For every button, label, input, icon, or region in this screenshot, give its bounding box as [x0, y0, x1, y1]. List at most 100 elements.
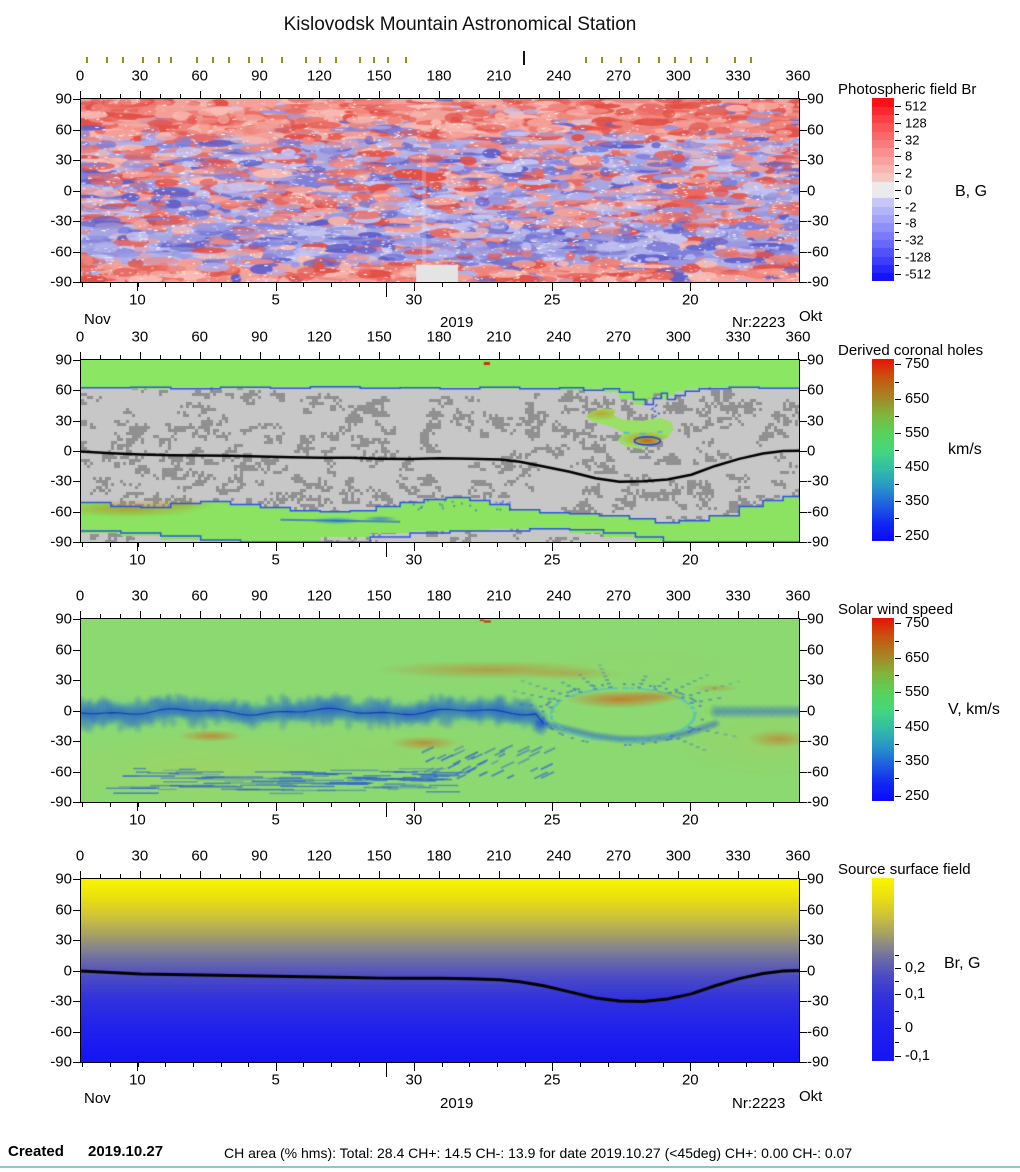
date-label: 25 — [543, 551, 561, 569]
photospheric-field-map — [80, 98, 800, 283]
lat-tick-label-left: -90 — [50, 793, 72, 811]
lat-tick-label-left: -30 — [50, 472, 72, 490]
date-label: 30 — [405, 811, 423, 829]
lat-tick-left — [73, 221, 80, 222]
date-label: 5 — [271, 811, 280, 829]
date-label-tick — [413, 1063, 415, 1071]
lat-tick-label-left: -30 — [50, 992, 72, 1010]
lat-tick-left — [73, 1031, 80, 1033]
day-tick — [192, 803, 194, 807]
lon-tick — [458, 94, 460, 98]
colorbar-tick-label: -0,1 — [905, 1047, 930, 1064]
colorbar-minor-tick — [895, 265, 899, 267]
lat-tick-label-right: 90 — [807, 351, 824, 369]
month-boundary-tick — [386, 1063, 388, 1077]
lon-tick — [798, 871, 799, 878]
month-label-nov-bottom: Nov — [84, 1090, 111, 1107]
day-tick — [303, 1063, 305, 1067]
lon-tick — [738, 352, 740, 359]
day-tick — [331, 1063, 333, 1067]
colorbar-minor-tick — [895, 640, 899, 642]
day-tick — [496, 803, 498, 807]
colorbar-major-tick — [895, 106, 901, 108]
lat-tick-right — [800, 1031, 807, 1033]
lon-tick-label: 240 — [546, 67, 572, 85]
colorbar-major-tick — [895, 256, 901, 258]
lon-tick — [419, 355, 421, 359]
lon-tick — [299, 874, 301, 878]
lon-tick-label: 180 — [426, 67, 452, 85]
bottom-separator-line — [0, 1166, 1020, 1168]
day-tick — [248, 803, 250, 807]
year-label-top: 2019 — [440, 314, 474, 331]
observation-day-tick — [227, 57, 230, 63]
colorbar-tick-label: 650 — [905, 649, 930, 666]
colorbar-minor-tick — [895, 709, 899, 711]
lon-tick — [538, 355, 540, 359]
lon-tick — [259, 611, 261, 618]
lon-tick-label: 30 — [131, 67, 149, 85]
lon-tick — [498, 871, 500, 878]
lon-tick — [698, 874, 700, 878]
lat-tick-left — [73, 649, 80, 651]
lon-tick-label: 120 — [306, 328, 332, 346]
lon-tick — [478, 614, 480, 618]
lon-tick — [219, 874, 221, 878]
colorbar-minor-tick — [895, 181, 899, 183]
lat-tick-right — [800, 511, 807, 513]
lat-tick-label-left: -60 — [50, 1023, 72, 1040]
lon-tick-label: 0 — [75, 587, 85, 605]
lat-tick-label-right: -60 — [807, 243, 829, 260]
date-label-tick — [413, 543, 415, 551]
lon-tick — [439, 352, 440, 359]
lon-tick — [279, 614, 281, 618]
lon-tick — [239, 94, 241, 98]
lon-tick-label: 180 — [426, 847, 452, 865]
unit-label-wind: V, km/s — [948, 701, 1000, 718]
date-label-tick — [275, 1063, 277, 1071]
colorbar-major-tick — [895, 726, 901, 728]
lon-tick — [179, 874, 181, 878]
colorbar-minor-tick — [895, 675, 899, 677]
lon-tick — [618, 352, 620, 359]
colorbar-title-photospheric: Photospheric field Br — [838, 81, 977, 98]
day-tick — [331, 283, 333, 287]
day-tick — [441, 543, 443, 547]
colorbar-tick-label: 350 — [905, 493, 930, 510]
lon-tick — [778, 355, 780, 359]
lon-tick — [458, 614, 460, 618]
lat-tick-right — [800, 619, 807, 620]
day-tick — [662, 543, 664, 547]
date-label-tick — [413, 803, 415, 811]
lat-tick-label-left: 90 — [55, 610, 72, 628]
day-tick — [635, 803, 637, 807]
lon-tick-label: 150 — [366, 67, 392, 85]
lon-tick — [658, 874, 660, 878]
lat-tick-left — [73, 481, 80, 483]
colorbar-tick-label: -512 — [905, 266, 932, 282]
lon-tick-label: 0 — [75, 67, 85, 85]
lon-tick — [538, 614, 540, 618]
colorbar-minor-tick — [895, 518, 899, 520]
lon-tick — [658, 94, 660, 98]
lon-tick — [159, 355, 161, 359]
day-tick — [773, 543, 775, 547]
lat-tick-label-left: 90 — [55, 870, 72, 888]
day-tick — [718, 803, 720, 807]
day-tick — [441, 1063, 443, 1067]
month-label-okt-bottom: Okt — [799, 1088, 823, 1105]
lat-tick-right — [800, 879, 807, 880]
lon-tick-label: 240 — [546, 328, 572, 346]
lat-tick-left — [73, 129, 80, 131]
lon-tick — [299, 355, 301, 359]
lat-tick-label-left: 30 — [55, 412, 72, 430]
lon-tick — [179, 614, 181, 618]
day-tick — [165, 803, 167, 807]
lon-tick-label: 30 — [131, 328, 149, 346]
date-label: 20 — [681, 551, 699, 569]
day-tick — [192, 283, 194, 287]
observation-day-tick — [359, 57, 362, 63]
observation-day-tick — [620, 57, 623, 63]
day-tick — [524, 283, 526, 287]
lat-tick-label-right: 30 — [807, 151, 824, 169]
